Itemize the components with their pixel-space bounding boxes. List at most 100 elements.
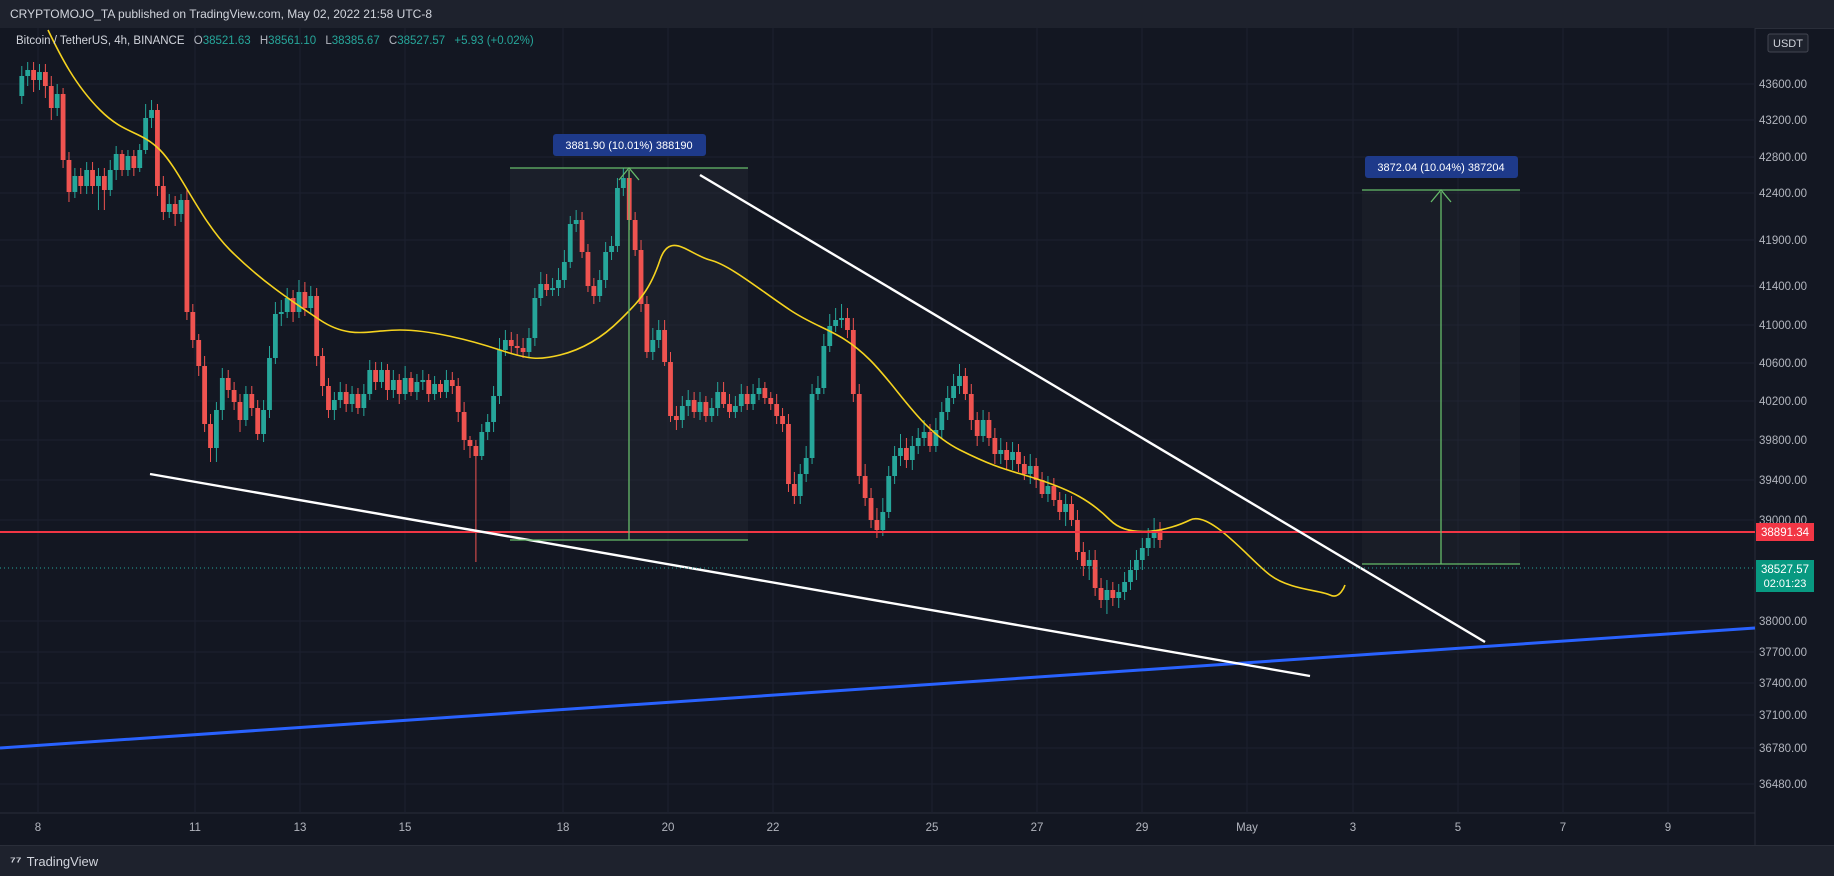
candle-body (709, 408, 715, 416)
candle-body (520, 348, 526, 352)
time-tick-label: 25 (926, 822, 939, 834)
candle-body (284, 298, 290, 312)
candle-body (231, 390, 237, 402)
candle-body (886, 476, 892, 512)
time-tick-label: 7 (1560, 822, 1566, 834)
candle-body (1051, 486, 1057, 500)
time-tick-label: 8 (35, 822, 41, 834)
candle-body (933, 430, 939, 446)
candle-body (1080, 552, 1086, 566)
candle-body (786, 424, 791, 484)
candle-body (1027, 466, 1033, 474)
level-price-tag (1756, 523, 1814, 541)
candle-body (331, 400, 337, 410)
price-tick-label: 37700.00 (1759, 647, 1807, 659)
price-axis[interactable]: 43600.00 43200.00 42800.00 42400.00 41900.00… (1756, 33, 1814, 791)
candle-body (974, 420, 980, 436)
candle-body (308, 296, 314, 308)
candle-body (744, 394, 750, 404)
candle-body (414, 382, 420, 392)
candles (19, 62, 1163, 614)
candle-body (526, 338, 532, 352)
candle-body (290, 298, 296, 312)
candle-body (892, 456, 898, 476)
candle-body (980, 420, 986, 436)
footer-bar: ⁷⁷ TradingView (0, 845, 1834, 876)
time-tick-label: 15 (399, 822, 412, 834)
candle-body (715, 392, 721, 408)
time-tick-label: 22 (767, 822, 780, 834)
candle-body (96, 176, 101, 186)
candle-body (850, 330, 856, 394)
candle-body (927, 432, 933, 446)
candle-body (455, 386, 461, 412)
candle-body (809, 394, 815, 458)
low-value: 38385.67 (331, 35, 380, 47)
candle-body (90, 170, 95, 186)
candle-body (48, 86, 54, 108)
chart-area[interactable]: 3881.90 (10.01%) 388190 3872.04 (10.04%) … (0, 28, 1834, 845)
candle-body (1086, 560, 1092, 566)
candle-body (343, 392, 349, 404)
candle-body (314, 296, 320, 356)
price-chart[interactable]: 3881.90 (10.01%) 388190 3872.04 (10.04%) … (0, 28, 1834, 845)
measure-tools[interactable]: 3881.90 (10.01%) 388190 3872.04 (10.04%) … (510, 134, 1520, 565)
candle-body (1104, 590, 1110, 600)
publish-info: CRYPTOMOJO_TA published on TradingView.c… (10, 7, 432, 21)
measure-arrowhead-1 (618, 166, 640, 181)
candle-body (1075, 520, 1080, 552)
drawn-lines[interactable] (0, 173, 1756, 750)
candle-body (721, 392, 726, 404)
symbol-name[interactable]: Bitcoin / TetherUS, 4h, BINANCE (16, 35, 185, 47)
candle-body (738, 394, 744, 406)
candle-body (214, 410, 219, 448)
candle-body (514, 346, 520, 348)
candle-body (697, 402, 703, 412)
support-trendline (0, 626, 1756, 750)
candle-body (66, 160, 72, 192)
candle-body (727, 404, 732, 412)
candle-body (178, 200, 184, 214)
time-tick-label: 18 (557, 822, 570, 834)
price-tick-label: 41400.00 (1759, 281, 1807, 293)
close-value: 38527.57 (397, 35, 446, 47)
candle-body (508, 340, 514, 346)
candle-body (402, 378, 408, 394)
candle-body (862, 476, 868, 498)
tradingview-logo-icon: ⁷⁷ (10, 853, 22, 869)
logo-text: TradingView (26, 853, 99, 869)
candle-body (1039, 480, 1045, 494)
candle-body (219, 378, 225, 410)
candle-body (538, 284, 544, 298)
price-tick-label: 38000.00 (1759, 616, 1807, 628)
candle-body (426, 380, 432, 394)
candle-body (249, 394, 255, 408)
candle-body (420, 380, 426, 382)
candle-body (78, 176, 84, 186)
high-value: 38561.10 (268, 35, 317, 47)
candle-body (909, 446, 915, 460)
time-tick-label: 5 (1455, 822, 1461, 834)
time-tick-label: 9 (1665, 822, 1671, 834)
candle-body (1122, 582, 1128, 592)
price-tick-label: 36480.00 (1759, 779, 1807, 791)
upper-wedge-line (699, 173, 1486, 644)
measure-label-2: 3872.04 (10.04%) 387204 (1377, 162, 1504, 174)
candle-body (951, 386, 956, 398)
time-tick-label: 13 (294, 822, 307, 834)
ma-line (47, 29, 1346, 597)
candle-body (461, 412, 467, 440)
candle-body (184, 200, 190, 312)
candle-body (449, 380, 455, 386)
candle-body (107, 170, 113, 190)
time-axis[interactable]: 8 11 13 15 18 20 22 25 27 29 May 3 5 7 9 (35, 822, 1671, 834)
candle-body (986, 420, 992, 438)
candle-body (998, 450, 1004, 454)
price-tick-label: 43200.00 (1759, 115, 1807, 127)
tradingview-logo[interactable]: ⁷⁷ TradingView (10, 853, 98, 869)
last-price-text: 38527.57 (1761, 564, 1809, 576)
candle-body (237, 402, 243, 420)
candle-body (37, 72, 42, 80)
candle-body (585, 252, 591, 286)
candle-body (432, 384, 438, 394)
